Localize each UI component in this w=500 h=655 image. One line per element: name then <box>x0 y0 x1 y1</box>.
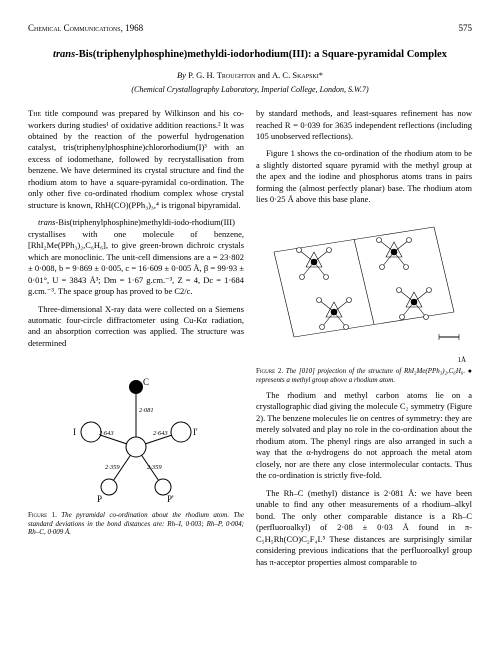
fig1-caption-text: The pyramidal co-ordination about the rh… <box>28 511 244 536</box>
fig1-caption-label: Figure 1. <box>28 511 57 519</box>
page-header: Chemical Communications, 1968 575 <box>28 22 472 34</box>
left-para-1: The title compound was prepared by Wilki… <box>28 108 244 211</box>
author-1: P. G. H. Troughton <box>188 70 255 80</box>
svg-text:2·081: 2·081 <box>139 407 154 414</box>
right-para-1: by standard methods, and least-squares r… <box>256 108 472 142</box>
left-p1-text: title compound was prepared by Wilkinson… <box>28 108 244 210</box>
title-main: -Bis(triphenylphosphine)methyldi-iodorho… <box>75 49 292 60</box>
left-column: The title compound was prepared by Wilki… <box>28 108 244 574</box>
fig2-caption-label: Figure 2. <box>256 367 283 375</box>
and-word: and <box>258 70 270 80</box>
title-roman: III <box>292 49 304 60</box>
article-title: trans-Bis(triphenylphosphine)methyldi-io… <box>28 48 472 62</box>
journal-name: Chemical Communications, 1968 <box>28 22 143 34</box>
figure-2-svg <box>264 212 464 352</box>
right-para-3: The rhodium and methyl carbon atoms lie … <box>256 390 472 482</box>
page-number: 575 <box>459 22 473 34</box>
svg-text:I': I' <box>193 427 198 437</box>
authors-line: By P. G. H. Troughton and A. C. Skapski* <box>28 70 472 81</box>
svg-text:2·359: 2·359 <box>105 464 120 471</box>
title-prefix: trans <box>53 49 75 60</box>
scale-label: 1Å <box>256 356 472 365</box>
svg-text:C: C <box>143 377 149 387</box>
figure-1-svg: C I I' P P' 2·081 2·643 2·643 2·359 2·35… <box>61 357 211 507</box>
figure-2: 1Å Figure 2. The [010] projection of the… <box>256 212 472 384</box>
right-para-2: Figure 1 shows the co-ordination of the … <box>256 148 472 205</box>
by-word: By <box>177 70 186 80</box>
right-para-4: The Rh–C (methyl) distance is 2·081 Å: w… <box>256 488 472 568</box>
svg-text:I: I <box>73 427 76 437</box>
right-column: by standard methods, and least-squares r… <box>256 108 472 574</box>
fig2-caption-text: The [010] projection of the structure of… <box>256 367 472 383</box>
left-p2-text: -Bis(triphenylphosphine)methyldi-iodo-rh… <box>28 217 244 296</box>
figure-1-caption: Figure 1. The pyramidal co-ordination ab… <box>28 511 244 536</box>
figure-1: C I I' P P' 2·081 2·643 2·643 2·359 2·35… <box>28 357 244 536</box>
svg-text:2·643: 2·643 <box>153 430 168 437</box>
svg-text:2·359: 2·359 <box>147 464 162 471</box>
author-2: A. C. Skapski* <box>272 70 323 80</box>
svg-text:P': P' <box>167 494 174 504</box>
left-para-3: Three-dimensional X-ray data were collec… <box>28 304 244 350</box>
left-para-2: trans-Bis(triphenylphosphine)methyldi-io… <box>28 217 244 297</box>
left-p2-prefix: trans <box>38 217 55 227</box>
figure-2-caption: Figure 2. The [010] projection of the st… <box>256 367 472 384</box>
two-column-body: The title compound was prepared by Wilki… <box>28 108 472 574</box>
svg-text:P: P <box>97 494 102 504</box>
svg-text:2·643: 2·643 <box>99 430 114 437</box>
title-suffix: ): a Square-pyramidal Complex <box>305 49 447 60</box>
affiliation: (Chemical Crystallography Laboratory, Im… <box>28 85 472 96</box>
